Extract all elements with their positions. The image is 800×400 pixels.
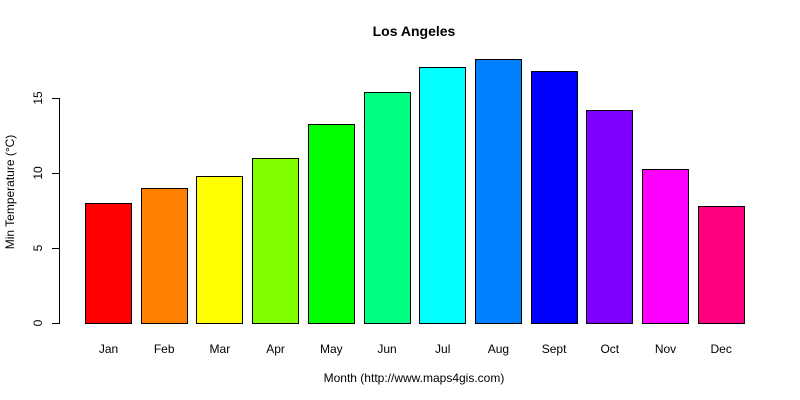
x-tick-label: Aug xyxy=(487,342,510,356)
x-tick-label: Nov xyxy=(654,342,677,356)
chart-title: Los Angeles xyxy=(372,23,456,39)
x-tick-label: Jul xyxy=(435,342,451,356)
y-tick-label: 15 xyxy=(31,91,45,105)
bar-mar xyxy=(196,176,244,324)
y-tick-label: 0 xyxy=(31,319,45,327)
bar-aug xyxy=(474,59,522,324)
bar-feb xyxy=(140,188,188,324)
y-tick-label: 10 xyxy=(31,166,45,180)
bar-may xyxy=(307,123,355,324)
x-tick-label: Oct xyxy=(600,342,620,356)
x-tick-label: Sept xyxy=(541,342,567,356)
y-tick xyxy=(52,323,59,324)
bar-nov xyxy=(642,168,689,324)
x-tick-label: May xyxy=(319,342,343,356)
x-tick-label: Apr xyxy=(266,342,285,356)
x-tick-label: Dec xyxy=(710,342,732,356)
x-tick-label: Jun xyxy=(377,342,397,356)
x-axis-label: Month (http://www.maps4gis.com) xyxy=(323,371,505,385)
y-tick xyxy=(52,248,59,249)
bar-apr xyxy=(252,158,300,324)
bar-dec xyxy=(697,206,745,324)
y-tick xyxy=(52,98,59,99)
y-tick-label: 5 xyxy=(31,244,45,252)
bar-jul xyxy=(419,66,467,324)
bar-oct xyxy=(586,110,634,324)
x-tick-label: Mar xyxy=(209,342,231,356)
bar-jun xyxy=(363,92,411,324)
bar-sept xyxy=(530,71,578,324)
bar-jan xyxy=(85,203,132,324)
y-axis-line xyxy=(59,98,60,324)
y-tick xyxy=(52,173,59,174)
x-tick-label: Jan xyxy=(98,342,119,356)
y-axis-label: Min Temperature (°C) xyxy=(3,134,17,250)
x-tick-label: Feb xyxy=(153,342,175,356)
